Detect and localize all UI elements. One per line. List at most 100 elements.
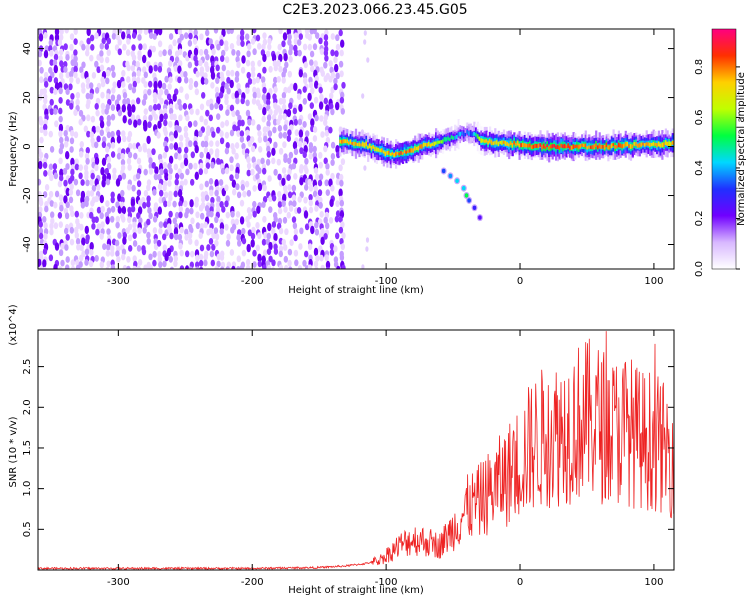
noise-cell <box>339 49 344 57</box>
noise-cell <box>188 266 193 269</box>
noise-cell <box>127 108 132 118</box>
noise-cell <box>328 126 333 134</box>
noise-cell <box>167 49 173 56</box>
noise-cell <box>117 38 122 46</box>
signal-cell <box>595 143 598 148</box>
noise-cell <box>313 260 319 268</box>
noise-cell <box>247 43 252 50</box>
noise-cell <box>325 266 330 269</box>
noise-cell <box>251 226 256 234</box>
noise-cell <box>251 119 256 126</box>
signal-cell <box>370 145 373 151</box>
noise-cell <box>246 162 252 170</box>
noise-cell <box>100 167 105 176</box>
noise-cell <box>58 55 63 62</box>
noise-cell <box>323 216 328 224</box>
noise-cell <box>65 88 70 95</box>
noise-cell <box>117 193 122 202</box>
noise-cell <box>214 189 219 197</box>
noise-cell <box>257 130 262 138</box>
signal-cell <box>475 132 478 137</box>
noise-cell <box>209 140 214 148</box>
noise-cell <box>157 40 163 48</box>
noise-cell <box>260 157 265 165</box>
signal-cell <box>569 145 572 150</box>
noise-cell <box>43 233 48 240</box>
noise-cell <box>147 121 152 129</box>
noise-cell <box>221 206 226 213</box>
noise-cell <box>100 102 106 110</box>
noise-cell <box>137 54 142 61</box>
signal-cell <box>368 143 372 149</box>
noise-cell <box>130 114 136 122</box>
noise-cell <box>313 96 319 104</box>
noise-cell <box>224 44 229 52</box>
noise-cell <box>127 216 132 224</box>
signal-cell <box>358 142 361 147</box>
noise-cell <box>188 83 193 91</box>
noise-cell <box>334 50 339 58</box>
noise-cell <box>261 115 266 123</box>
noise-cell <box>273 141 278 149</box>
noise-cell <box>64 29 69 34</box>
signal-cell <box>417 145 420 151</box>
noise-cell <box>188 32 193 40</box>
noise-cell <box>53 53 59 61</box>
noise-cell <box>245 99 250 107</box>
noise-cell <box>255 34 261 42</box>
noise-cell <box>122 43 127 51</box>
heatmap-x-axis-label: Height of straight line (km) <box>288 285 424 296</box>
noise-cell <box>291 162 297 170</box>
noise-cell <box>80 71 86 79</box>
signal-cell <box>612 143 615 147</box>
noise-cell <box>200 76 206 85</box>
noise-cell <box>100 205 105 213</box>
noise-cell <box>152 215 158 223</box>
signal-cell <box>650 143 653 147</box>
noise-cell <box>194 200 199 208</box>
noise-cell <box>219 130 224 138</box>
noise-cell <box>241 142 246 150</box>
noise-cell <box>49 200 54 207</box>
noise-cell <box>291 216 297 224</box>
noise-cell <box>84 237 90 245</box>
noise-cell <box>173 260 178 268</box>
noise-cell <box>136 245 142 252</box>
noise-cell <box>329 243 335 250</box>
noise-cell <box>208 178 214 185</box>
noise-cell <box>273 168 278 176</box>
noise-cell <box>236 50 241 57</box>
noise-cell <box>298 243 303 250</box>
noise-cell <box>199 162 204 170</box>
signal-cell <box>381 148 384 153</box>
noise-cell <box>277 173 282 181</box>
noise-cell <box>136 189 142 197</box>
noise-cell <box>69 76 74 84</box>
noise-cell <box>167 180 172 187</box>
noise-cell <box>245 109 251 117</box>
noise-cell <box>142 66 147 74</box>
signal-cell <box>424 142 427 146</box>
noise-cell <box>201 196 206 203</box>
secondary-trace-cell <box>472 205 477 210</box>
noise-cell <box>84 248 90 256</box>
noise-cell <box>148 264 153 269</box>
noise-cell <box>90 172 95 180</box>
noise-cell <box>148 114 153 122</box>
noise-cell <box>289 124 294 131</box>
noise-cell <box>335 145 340 154</box>
noise-cell <box>304 223 310 231</box>
noise-cell <box>267 37 272 45</box>
noise-cell <box>262 249 268 257</box>
noise-cell <box>293 118 298 126</box>
noise-cell <box>281 200 286 208</box>
signal-cell <box>532 144 535 149</box>
noise-cell <box>225 70 231 77</box>
noise-cell <box>229 29 234 34</box>
noise-cell <box>95 228 100 236</box>
noise-cell <box>53 172 58 180</box>
noise-cell <box>215 206 221 214</box>
noise-cell <box>312 29 317 35</box>
